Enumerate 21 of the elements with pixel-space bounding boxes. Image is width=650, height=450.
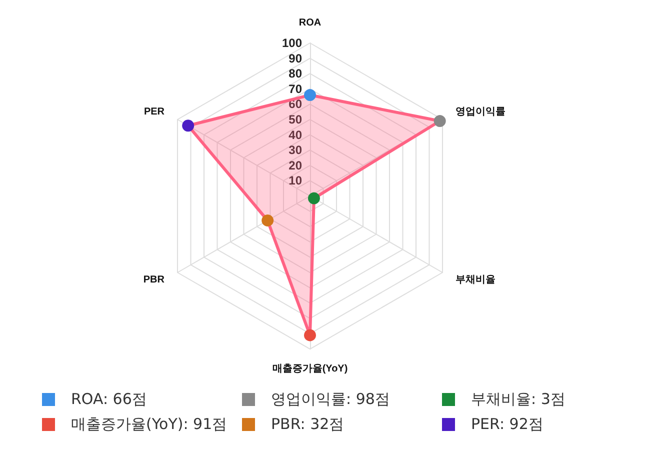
text: PER: 92점 — [471, 415, 544, 433]
y-tick-label: 40 — [288, 128, 302, 142]
text: ROA: 66점 — [71, 390, 147, 408]
text: 영업이익률: 98점 — [271, 390, 390, 408]
spoke-label: 부채비율 — [455, 274, 496, 286]
y-tick-label: 100 — [282, 36, 302, 50]
spoke-label: PBR — [143, 274, 166, 286]
y-tick-label: 50 — [288, 112, 302, 126]
text: PBR: 32점 — [271, 415, 344, 433]
spoke-label: 매출증가율(YoY) — [272, 364, 348, 374]
y-tick-label: 90 — [288, 51, 302, 66]
spoke-label: ROA — [298, 18, 322, 28]
spoke-label: PER — [144, 106, 166, 118]
text: 매출증가율(YoY): 91점 — [71, 415, 228, 433]
y-tick-label: 70 — [288, 82, 302, 96]
y-tick-label: 10 — [288, 174, 302, 188]
y-tick-label: 80 — [288, 66, 302, 81]
y-tick-label: 20 — [288, 158, 302, 172]
spoke-label: 영업이익률 — [455, 106, 506, 118]
text: 부채비율: 3점 — [471, 390, 566, 408]
y-tick-label: 30 — [288, 143, 302, 158]
